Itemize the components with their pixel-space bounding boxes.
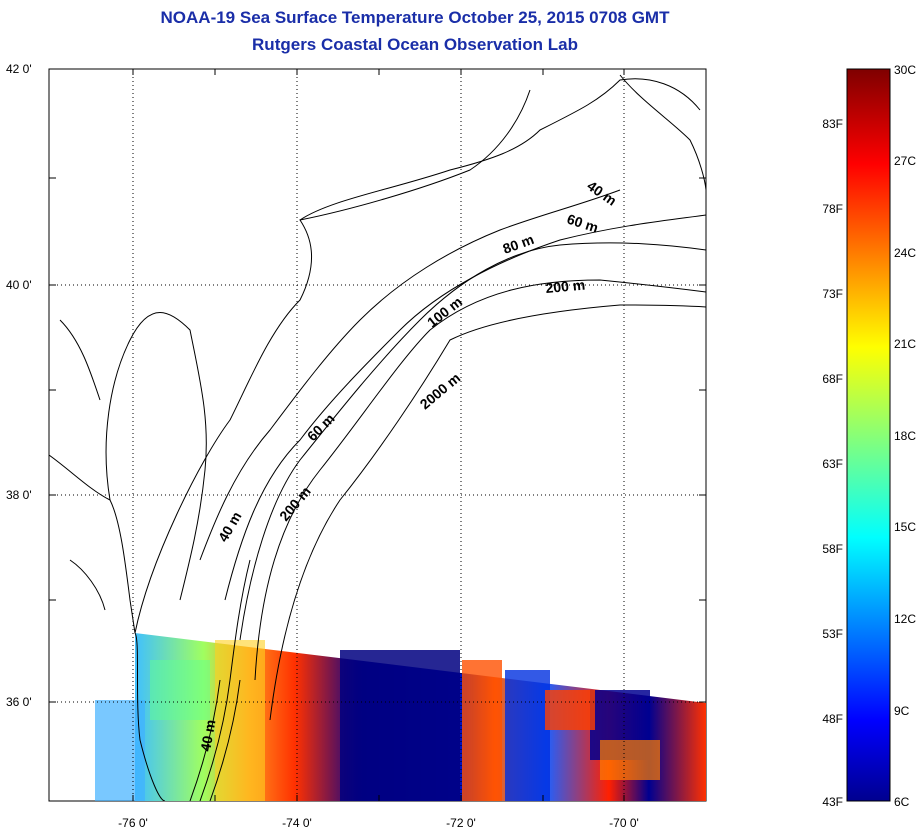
lat-label: 42 0' <box>6 62 32 76</box>
contour-label: 200 m <box>545 277 586 296</box>
colorbar-label-c: 21C <box>894 337 916 351</box>
temperature-colorbar <box>846 68 891 802</box>
colorbar-label-f: 83F <box>822 117 843 131</box>
colorbar-celsius-labels: 30C 27C 24C 21C 18C 15C 12C 9C 6C <box>894 63 916 809</box>
lat-label: 38 0' <box>6 488 32 502</box>
colorbar-label-f: 73F <box>822 287 843 301</box>
colorbar-label-c: 15C <box>894 520 916 534</box>
map-subtitle: Rutgers Coastal Ocean Observation Lab <box>252 35 578 54</box>
colorbar-label-f: 68F <box>822 372 843 386</box>
colorbar-label-c: 30C <box>894 63 916 77</box>
lat-label: 40 0' <box>6 278 32 292</box>
lon-label: -74 0' <box>282 816 312 830</box>
colorbar-label-c: 18C <box>894 429 916 443</box>
colorbar-label-c: 27C <box>894 154 916 168</box>
colorbar-label-c: 6C <box>894 795 910 809</box>
axis-ticks <box>49 68 706 801</box>
colorbar-label-c: 9C <box>894 704 910 718</box>
colorbar-label-f: 43F <box>822 795 843 809</box>
contour-label: 40 m <box>197 718 218 752</box>
colorbar-label-f: 53F <box>822 627 843 641</box>
colorbar-label-f: 48F <box>822 712 843 726</box>
graticule <box>49 69 706 801</box>
coastline-contours <box>49 74 706 801</box>
colorbar-label-f: 63F <box>822 457 843 471</box>
lat-label: 36 0' <box>6 695 32 709</box>
colorbar-label-f: 58F <box>822 542 843 556</box>
colorbar-label-c: 24C <box>894 246 916 260</box>
colorbar-label-c: 12C <box>894 612 916 626</box>
lon-label: -72 0' <box>446 816 476 830</box>
lon-label: -76 0' <box>118 816 148 830</box>
map-title: NOAA-19 Sea Surface Temperature October … <box>160 8 670 27</box>
colorbar-fahrenheit-labels: 83F 78F 73F 68F 63F 58F 53F 48F 43F <box>822 117 843 809</box>
colorbar-label-f: 78F <box>822 202 843 216</box>
sst-swath <box>95 633 706 801</box>
lon-label: -70 0' <box>609 816 639 830</box>
